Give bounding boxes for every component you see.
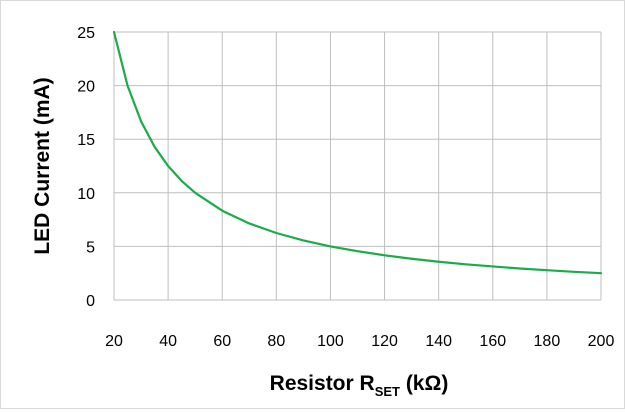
x-tick-label-80: 80: [267, 333, 285, 350]
y-tick-label-5: 5: [86, 239, 95, 256]
x-tick-label-40: 40: [159, 333, 177, 350]
y-tick-label-20: 20: [77, 79, 95, 96]
y-axis-title: LED Current (mA): [31, 77, 54, 254]
x-tick-label-200: 200: [588, 333, 615, 350]
x-axis-title-main: Resistor R: [270, 372, 375, 395]
grid-lines: [114, 32, 601, 300]
x-axis-title: Resistor RSET (kΩ): [270, 372, 449, 399]
x-axis-title-unit: (kΩ): [400, 372, 448, 395]
x-tick-label-20: 20: [105, 333, 123, 350]
x-tick-label-100: 100: [317, 333, 344, 350]
y-tick-label-10: 10: [77, 186, 95, 203]
x-tick-label-140: 140: [425, 333, 452, 350]
y-tick-label-15: 15: [77, 132, 95, 149]
y-tick-label-25: 25: [77, 25, 95, 42]
tick-labels: 20 40 60 80 100 120 140 160 180 200 0 5 10 15 20 25: [77, 25, 614, 350]
x-tick-label-160: 160: [479, 333, 506, 350]
x-axis-title-subscript: SET: [375, 384, 400, 399]
x-tick-label-120: 120: [371, 333, 398, 350]
series-line-0: [114, 32, 601, 273]
x-tick-label-60: 60: [213, 333, 231, 350]
y-tick-label-0: 0: [86, 293, 95, 310]
x-tick-label-180: 180: [534, 333, 561, 350]
series-layer: [114, 32, 601, 273]
